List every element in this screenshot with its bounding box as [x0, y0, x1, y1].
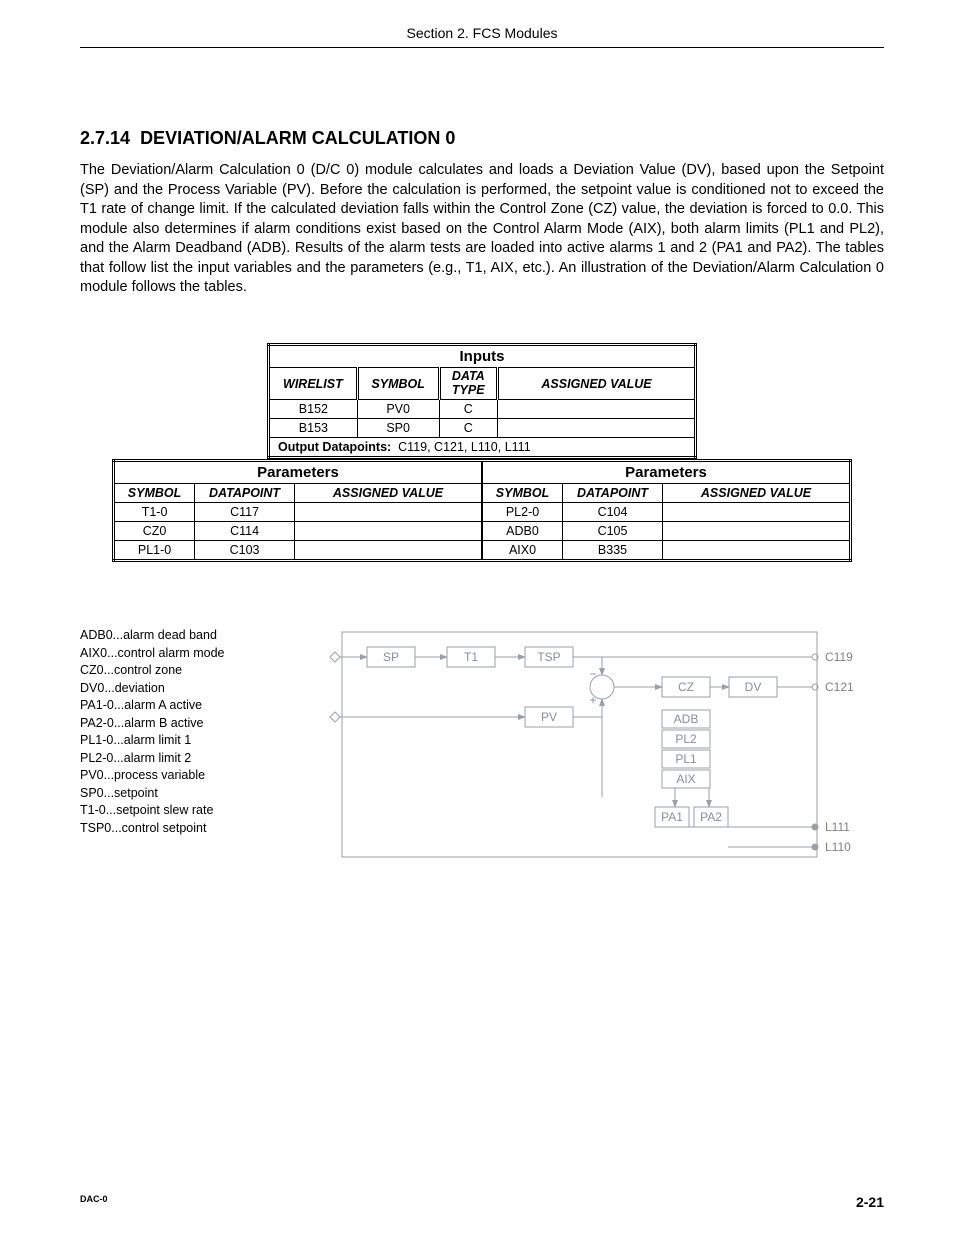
inputs-head-symbol: SYMBOL: [357, 367, 439, 400]
inputs-head-dtype: DATATYPE: [439, 367, 498, 400]
svg-text:PL2: PL2: [675, 732, 697, 746]
table-row: B152 PV0 C: [269, 400, 696, 419]
svg-text:L111: L111: [825, 820, 850, 834]
page-header: Section 2. FCS Modules: [80, 25, 884, 48]
svg-text:ADB: ADB: [674, 712, 699, 726]
footer-page: 2-21: [856, 1194, 884, 1210]
svg-text:SP: SP: [383, 650, 399, 664]
svg-text:C121: C121: [825, 680, 854, 694]
svg-text:PL1: PL1: [675, 752, 697, 766]
inputs-head-wirelist: WIRELIST: [269, 367, 358, 400]
inputs-head-assigned: ASSIGNED VALUE: [498, 367, 696, 400]
params-table-left: Parameters SYMBOL DATAPOINT ASSIGNED VAL…: [112, 459, 482, 562]
page-footer: DAC-0 2-21: [80, 1194, 884, 1210]
svg-text:DV: DV: [745, 680, 762, 694]
svg-text:PA2: PA2: [700, 810, 722, 824]
inputs-table: Inputs WIRELIST SYMBOL DATATYPE ASSIGNED…: [267, 343, 697, 460]
svg-text:PA1: PA1: [661, 810, 683, 824]
section-title: 2.7.14 DEVIATION/ALARM CALCULATION 0: [80, 128, 884, 149]
module-diagram: SPT1TSPPVCZDVADBPL2PL1AIXPA1PA2−+C121C11…: [300, 622, 884, 862]
diagram-legend: ADB0...alarm dead band AIX0...control al…: [80, 622, 270, 837]
svg-text:C119: C119: [825, 650, 853, 664]
svg-text:CZ: CZ: [678, 680, 694, 694]
params-table-right: Parameters SYMBOL DATAPOINT ASSIGNED VAL…: [482, 459, 852, 562]
footer-code: DAC-0: [80, 1194, 108, 1210]
section-number: 2.7.14: [80, 128, 130, 148]
table-row: B153 SP0 C: [269, 419, 696, 438]
outputs-row: Output Datapoints: C119, C121, L110, L11…: [269, 438, 696, 458]
inputs-title: Inputs: [269, 344, 696, 367]
parameters-tables: Parameters SYMBOL DATAPOINT ASSIGNED VAL…: [80, 459, 884, 562]
svg-text:T1: T1: [464, 650, 478, 664]
section-heading: DEVIATION/ALARM CALCULATION 0: [140, 128, 455, 148]
svg-text:TSP: TSP: [537, 650, 560, 664]
section-body: The Deviation/Alarm Calculation 0 (D/C 0…: [80, 161, 884, 298]
svg-text:AIX: AIX: [676, 772, 695, 786]
svg-text:L110: L110: [825, 840, 851, 854]
svg-text:PV: PV: [541, 710, 557, 724]
